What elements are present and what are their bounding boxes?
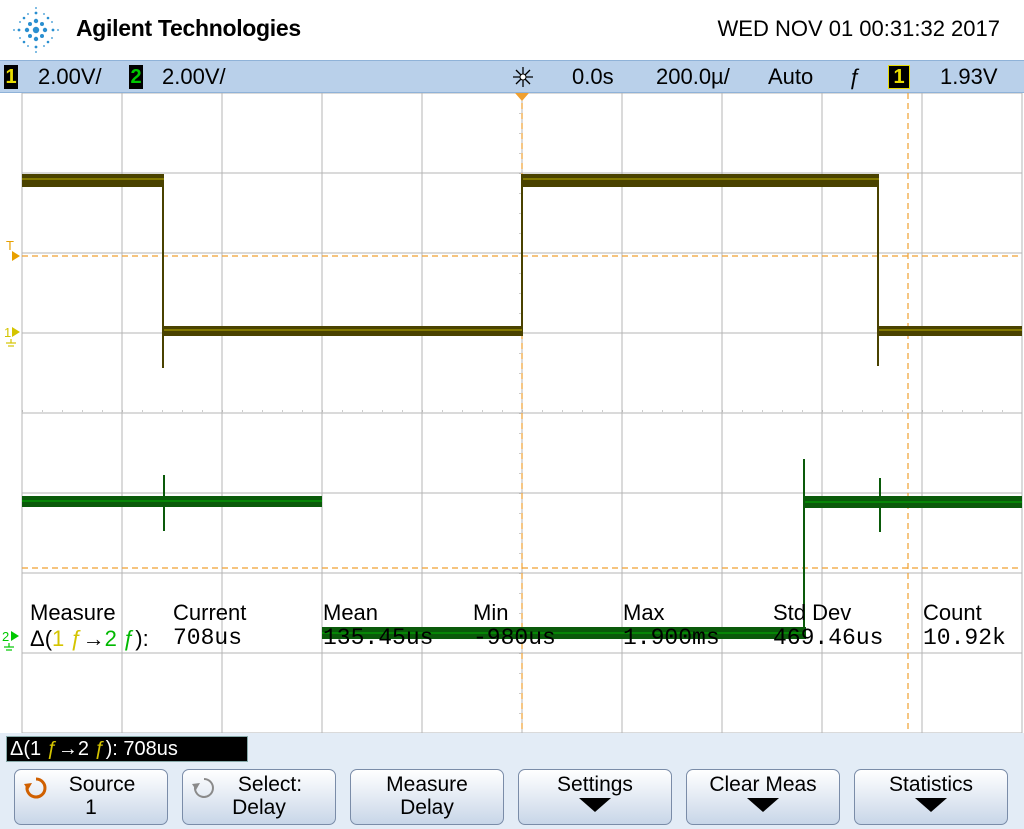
col-count: Count — [923, 600, 982, 625]
col-mean: Mean — [323, 600, 379, 625]
trigger-position-icon — [513, 67, 533, 87]
channel-1-trace — [22, 174, 1022, 368]
timebase-scale[interactable]: 200.0µ/ — [656, 64, 730, 89]
select-delay-softkey[interactable]: Select: Delay — [182, 769, 336, 825]
clear-meas-softkey[interactable]: Clear Meas — [686, 769, 840, 825]
value-std-dev: 469.46us — [773, 625, 884, 651]
edge-icon: ƒ — [123, 626, 136, 651]
value-min: -980us — [473, 625, 556, 651]
measure-title: Measure — [30, 600, 116, 625]
measure-delay-softkey[interactable]: Measure Delay — [350, 769, 504, 825]
col-current: Current — [173, 600, 247, 625]
header-bar: Agilent Technologies WED NOV 01 00:31:32… — [0, 0, 1024, 60]
edge-icon: ƒ — [94, 738, 106, 760]
edge-icon: ƒ — [70, 626, 83, 651]
trigger-position-marker — [515, 93, 529, 101]
brand-name: Agilent Technologies — [76, 15, 301, 41]
trigger-slope-icon: ƒ — [848, 64, 861, 89]
status-bar: 1 2.00V/ 2 2.00V/ 0.0s 200.0µ/ Auto ƒ 1 … — [0, 60, 1024, 93]
down-arrow-icon — [747, 798, 779, 812]
col-max: Max — [623, 600, 665, 625]
channel-1-scale[interactable]: 2.00V/ — [38, 64, 102, 89]
value-current: 708us — [173, 625, 243, 651]
trigger-level-marker: T — [6, 238, 14, 253]
delay-readout: Δ(1 ƒ→2 ƒ): 708us — [6, 736, 248, 762]
channel-1-badge[interactable]: 1 — [4, 65, 18, 89]
channel-2-scale[interactable]: 2.00V/ — [162, 64, 226, 89]
statistics-softkey[interactable]: Statistics — [854, 769, 1008, 825]
col-min: Min — [473, 600, 509, 625]
channel-2-badge[interactable]: 2 — [129, 65, 143, 89]
edge-icon: ƒ — [46, 738, 58, 760]
channel-1-ground-marker: 1 — [4, 325, 11, 340]
value-count: 10.92k — [923, 625, 1006, 651]
settings-softkey[interactable]: Settings — [518, 769, 672, 825]
datetime: WED NOV 01 00:31:32 2017 — [717, 16, 1001, 41]
rotary-knob-icon — [24, 777, 47, 799]
trigger-mode[interactable]: Auto — [768, 64, 814, 89]
channel-2-ground-marker: 2 — [2, 629, 9, 644]
time-offset[interactable]: 0.0s — [572, 64, 614, 89]
measure-label: Δ(1 ƒ→2 ƒ): — [30, 626, 149, 651]
waveform-display[interactable]: T 1 2 — [0, 93, 1024, 733]
graticule-ticks — [22, 93, 1022, 733]
down-arrow-icon — [579, 798, 611, 812]
trigger-source-badge[interactable]: 1 — [888, 65, 910, 89]
value-max: 1.900ms — [623, 625, 720, 651]
source-softkey[interactable]: Source 1 — [14, 769, 168, 825]
agilent-logo-icon — [13, 7, 59, 53]
value-mean: 135.45us — [323, 625, 434, 651]
col-std-dev: Std Dev — [773, 600, 852, 625]
rotary-knob-icon — [192, 778, 214, 798]
trigger-level[interactable]: 1.93V — [940, 64, 998, 89]
down-arrow-icon — [915, 798, 947, 812]
